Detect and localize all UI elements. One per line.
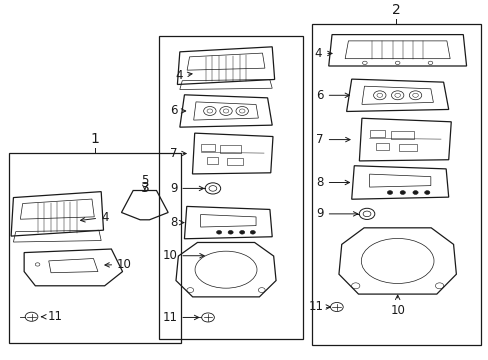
Circle shape — [424, 191, 429, 194]
Text: 3: 3 — [141, 181, 150, 195]
Text: 1: 1 — [90, 132, 99, 146]
Bar — [398, 144, 416, 152]
Text: 9: 9 — [169, 182, 203, 195]
Text: 10: 10 — [162, 249, 204, 262]
Circle shape — [239, 230, 244, 234]
Text: 10: 10 — [105, 258, 132, 271]
Text: 5: 5 — [141, 174, 148, 190]
Bar — [375, 143, 388, 150]
Text: 8: 8 — [170, 216, 183, 229]
Circle shape — [386, 191, 392, 194]
Bar — [220, 145, 240, 153]
Circle shape — [227, 230, 233, 234]
Bar — [201, 144, 214, 151]
Text: 6: 6 — [316, 89, 349, 102]
Bar — [9, 153, 181, 343]
Bar — [390, 131, 413, 139]
Text: 11: 11 — [307, 301, 330, 314]
Circle shape — [250, 230, 255, 234]
Text: 6: 6 — [169, 104, 185, 117]
Text: 7: 7 — [169, 147, 186, 160]
Bar — [206, 157, 218, 164]
Bar — [227, 158, 243, 165]
Text: 9: 9 — [316, 207, 357, 220]
Bar — [369, 130, 384, 137]
Circle shape — [216, 230, 221, 234]
Bar — [159, 36, 302, 339]
Text: 2: 2 — [391, 3, 400, 17]
Bar — [311, 24, 480, 345]
Text: 4: 4 — [81, 211, 108, 224]
Text: 4: 4 — [314, 47, 331, 60]
Circle shape — [412, 191, 417, 194]
Text: 4: 4 — [175, 69, 192, 82]
Text: 7: 7 — [316, 133, 349, 146]
Text: 11: 11 — [162, 311, 199, 324]
Text: 11: 11 — [41, 310, 62, 323]
Circle shape — [399, 191, 405, 194]
Text: 10: 10 — [389, 295, 404, 316]
Text: 8: 8 — [316, 176, 349, 189]
